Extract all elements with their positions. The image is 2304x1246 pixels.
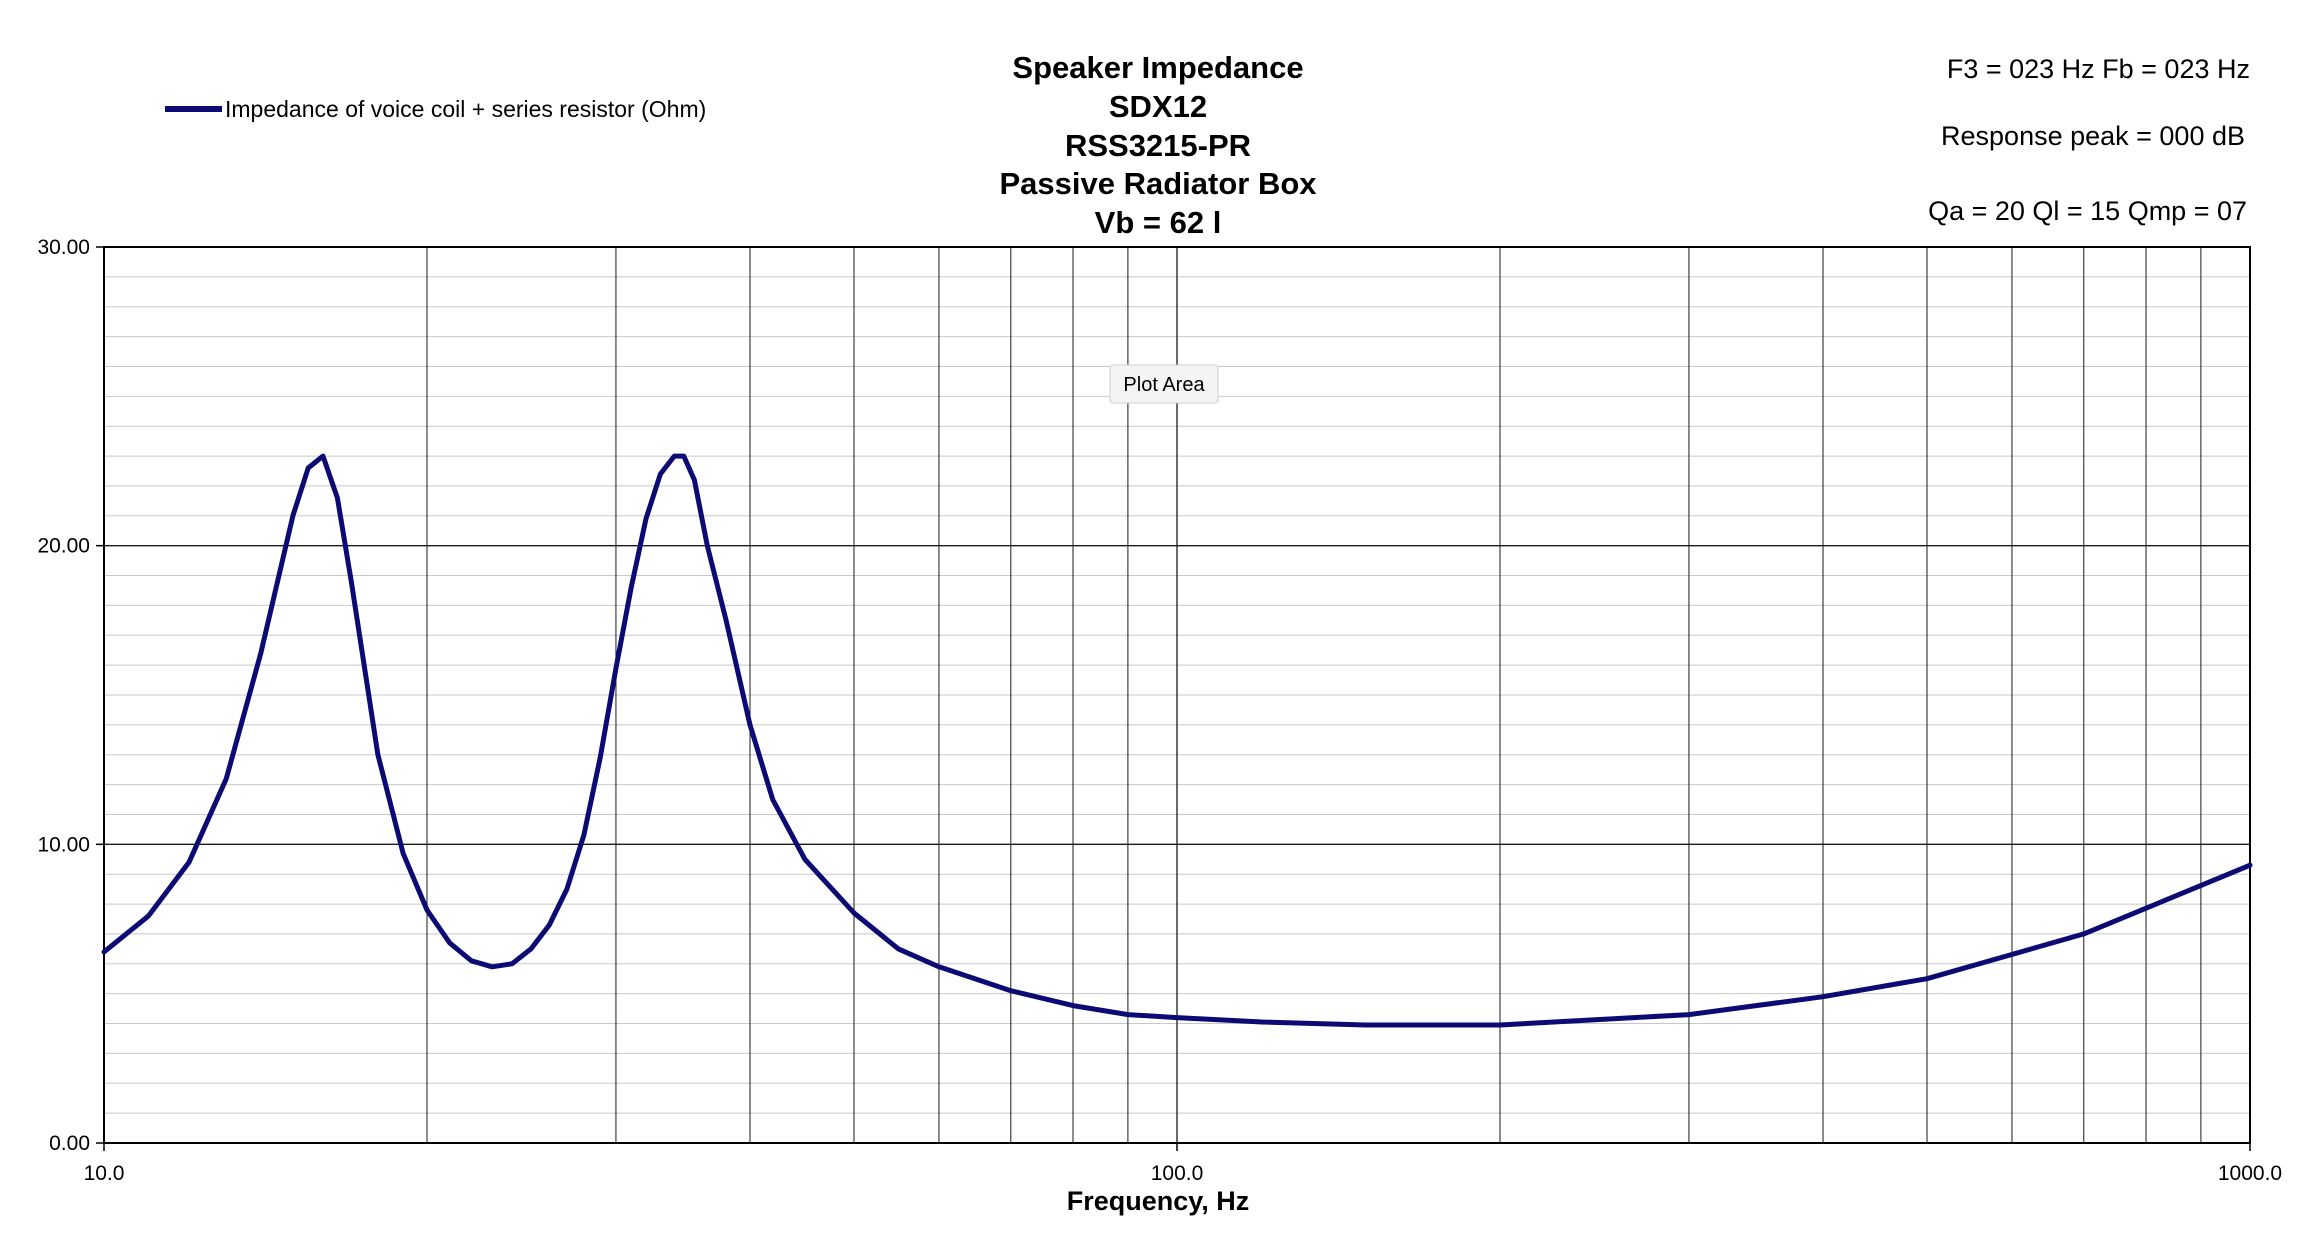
plot-area-tooltip: Plot Area — [1109, 364, 1219, 404]
y-tick-label: 10.00 — [37, 833, 90, 856]
title-line-2: SDX12 — [1109, 89, 1207, 124]
title-line-4: Passive Radiator Box — [999, 166, 1317, 201]
info-line-q-values: Qa = 20 Ql = 15 Qmp = 07 — [1928, 196, 2247, 226]
title-line-1: Speaker Impedance — [1012, 50, 1303, 85]
x-tick-label: 1000.0 — [2218, 1162, 2282, 1185]
info-line-f3-fb: F3 = 023 Hz Fb = 023 Hz — [1947, 54, 2250, 84]
plot-series-group — [101, 453, 2253, 1028]
legend-label: Impedance of voice coil + series resisto… — [225, 96, 706, 122]
series-line-impedance[interactable] — [101, 453, 2253, 1028]
tooltip-box — [1109, 364, 1219, 404]
x-tick-label: 100.0 — [1151, 1162, 1204, 1185]
x-axis-ticks: 10.0 100.0 1000.0 — [84, 1143, 2282, 1185]
title-line-5: Vb = 62 l — [1095, 205, 1222, 240]
legend[interactable]: Impedance of voice coil + series resisto… — [165, 96, 706, 122]
title-line-3: RSS3215-PR — [1065, 128, 1251, 163]
gridlines — [104, 247, 2250, 1143]
y-axis-ticks: 0.00 10.00 20.00 30.00 — [37, 236, 104, 1155]
info-box: F3 = 023 Hz Fb = 023 Hz Response peak = … — [1928, 54, 2250, 226]
x-tick-label: 10.0 — [84, 1162, 125, 1185]
chart-title: Speaker Impedance SDX12 RSS3215-PR Passi… — [999, 50, 1317, 240]
info-line-response-peak: Response peak = 000 dB — [1941, 121, 2245, 151]
y-tick-label: 30.00 — [37, 236, 90, 259]
y-tick-label: 20.00 — [37, 535, 90, 558]
tooltip-text: Plot Area — [1123, 374, 1205, 396]
x-axis-title: Frequency, Hz — [1067, 1186, 1250, 1216]
y-tick-label: 0.00 — [49, 1132, 90, 1155]
